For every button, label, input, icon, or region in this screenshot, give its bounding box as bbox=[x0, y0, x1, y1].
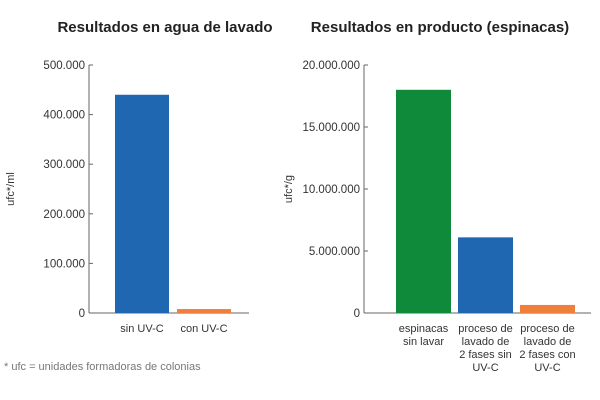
chart-1-y-axis-label: ufc*/g bbox=[283, 175, 295, 203]
chart-1-bar bbox=[458, 237, 513, 313]
chart-0-y-tick-label: 300.000 bbox=[43, 159, 85, 171]
chart-0-y-tick-label: 400.000 bbox=[43, 110, 85, 122]
chart-0-y-tick-label: 500.000 bbox=[43, 60, 85, 72]
chart-1-y-tick-label: 15.000.000 bbox=[302, 122, 360, 134]
chart-0-bar bbox=[115, 94, 169, 313]
chart-1-category-label: sin lavar bbox=[403, 336, 444, 348]
chart-1-category-label: UV-C bbox=[472, 362, 498, 374]
chart-1-y-tick-label: 0 bbox=[354, 308, 360, 320]
chart-0-title: Resultados en agua de lavado bbox=[57, 19, 272, 36]
chart-1-y-tick-label: 20.000.000 bbox=[302, 60, 360, 72]
chart-0-y-tick-label: 200.000 bbox=[43, 209, 85, 221]
chart-1-y-tick-label: 10.000.000 bbox=[302, 184, 360, 196]
chart-1-category-label: lavado de bbox=[524, 336, 572, 348]
chart-1-category-label: proceso de bbox=[520, 323, 574, 335]
footnote: * ufc = unidades formadoras de colonias bbox=[4, 361, 201, 373]
chart-0-bar bbox=[177, 309, 231, 313]
chart-0-y-axis-label: ufc*/ml bbox=[5, 172, 17, 206]
chart-1-title: Resultados en producto (espinacas) bbox=[311, 19, 569, 36]
chart-1-bar bbox=[520, 304, 575, 313]
chart-1-category-label: proceso de bbox=[458, 323, 512, 335]
chart-1-bar bbox=[396, 89, 451, 313]
chart-0-y-tick-label: 0 bbox=[79, 308, 85, 320]
chart-0-category-label: sin UV-C bbox=[120, 323, 163, 335]
chart-1-y-tick-label: 5.000.000 bbox=[309, 246, 360, 258]
chart-0-category-label: con UV-C bbox=[180, 323, 227, 335]
chart-0-y-tick-label: 100.000 bbox=[43, 258, 85, 270]
chart-1-category-label: UV-C bbox=[534, 362, 560, 374]
chart-1-category-label: 2 fases sin bbox=[459, 349, 512, 361]
chart-1-category-label: lavado de bbox=[462, 336, 510, 348]
chart-1-category-label: espinacas bbox=[399, 323, 449, 335]
chart-1-category-label: 2 fases con bbox=[519, 349, 575, 361]
